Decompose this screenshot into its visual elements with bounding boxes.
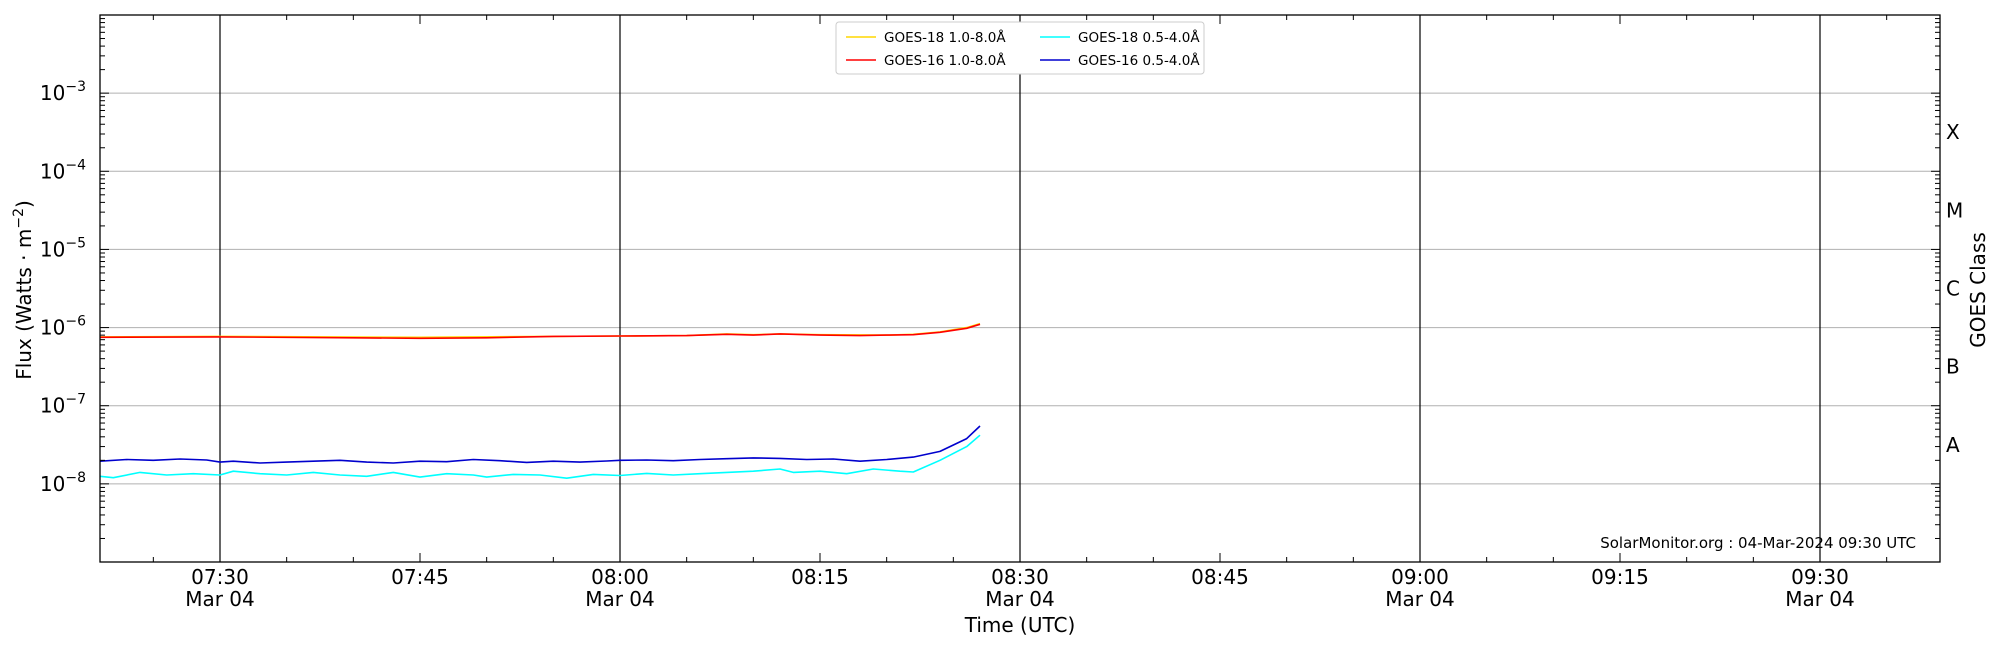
series-line-g16_long xyxy=(99,323,981,340)
x-tick-time: 07:45 xyxy=(391,565,449,589)
x-axis-title: Time (UTC) xyxy=(964,613,1076,637)
goes-class-label: M xyxy=(1946,198,1963,222)
y-tick-label: 10−7 xyxy=(40,392,86,418)
goes-class-label: X xyxy=(1946,120,1960,144)
goes-class-label: B xyxy=(1946,355,1960,379)
series-line-g16_short xyxy=(99,425,981,464)
x-tick-date: Mar 04 xyxy=(985,587,1055,611)
x-tick-time: 08:30 xyxy=(991,565,1049,589)
x-tick-date: Mar 04 xyxy=(1785,587,1855,611)
day-marker-lines xyxy=(219,15,1821,562)
legend-label: GOES-18 0.5-4.0Å xyxy=(1078,29,1200,46)
source-annotation: SolarMonitor.org : 04-Mar-2024 09:30 UTC xyxy=(1600,534,1916,552)
y-tick-label: 10−8 xyxy=(40,470,86,496)
legend-box xyxy=(835,21,1205,75)
axis-ticks xyxy=(100,15,1940,563)
y-axis-title: Flux (Watts · m−2) xyxy=(11,200,36,380)
y-tick-label: 10−4 xyxy=(40,157,86,183)
x-tick-time: 08:45 xyxy=(1191,565,1249,589)
y-tick-labels: 10−3 10−4 10−5 10−6 10−7 10−8 xyxy=(40,79,86,496)
legend: GOES-18 1.0-8.0Å GOES-16 1.0-8.0Å GOES-18 … xyxy=(835,21,1205,75)
legend-label: GOES-16 1.0-8.0Å xyxy=(884,52,1006,69)
y-tick-label: 10−6 xyxy=(40,314,86,340)
x-tick-time: 08:00 xyxy=(591,565,649,589)
right-axis-title: GOES Class xyxy=(1966,232,1990,348)
x-tick-time: 09:00 xyxy=(1391,565,1449,589)
series-line-g18_short xyxy=(99,434,981,480)
x-tick-date: Mar 04 xyxy=(185,587,255,611)
y-tick-label: 10−3 xyxy=(40,79,86,105)
x-tick-date: Mar 04 xyxy=(1385,587,1455,611)
x-tick-date: Mar 04 xyxy=(585,587,655,611)
data-series xyxy=(99,322,981,480)
y-tick-label: 10−5 xyxy=(40,235,86,261)
goes-class-label: C xyxy=(1946,277,1960,301)
x-tick-time: 08:15 xyxy=(791,565,849,589)
goes-class-label: A xyxy=(1946,433,1960,457)
legend-label: GOES-18 1.0-8.0Å xyxy=(884,29,1006,46)
x-tick-time: 09:30 xyxy=(1791,565,1849,589)
x-tick-time: 09:15 xyxy=(1591,565,1649,589)
x-tick-time: 07:30 xyxy=(191,565,249,589)
goes-class-labels: X M C B A xyxy=(1946,120,1963,457)
legend-label: GOES-16 0.5-4.0Å xyxy=(1078,52,1200,69)
